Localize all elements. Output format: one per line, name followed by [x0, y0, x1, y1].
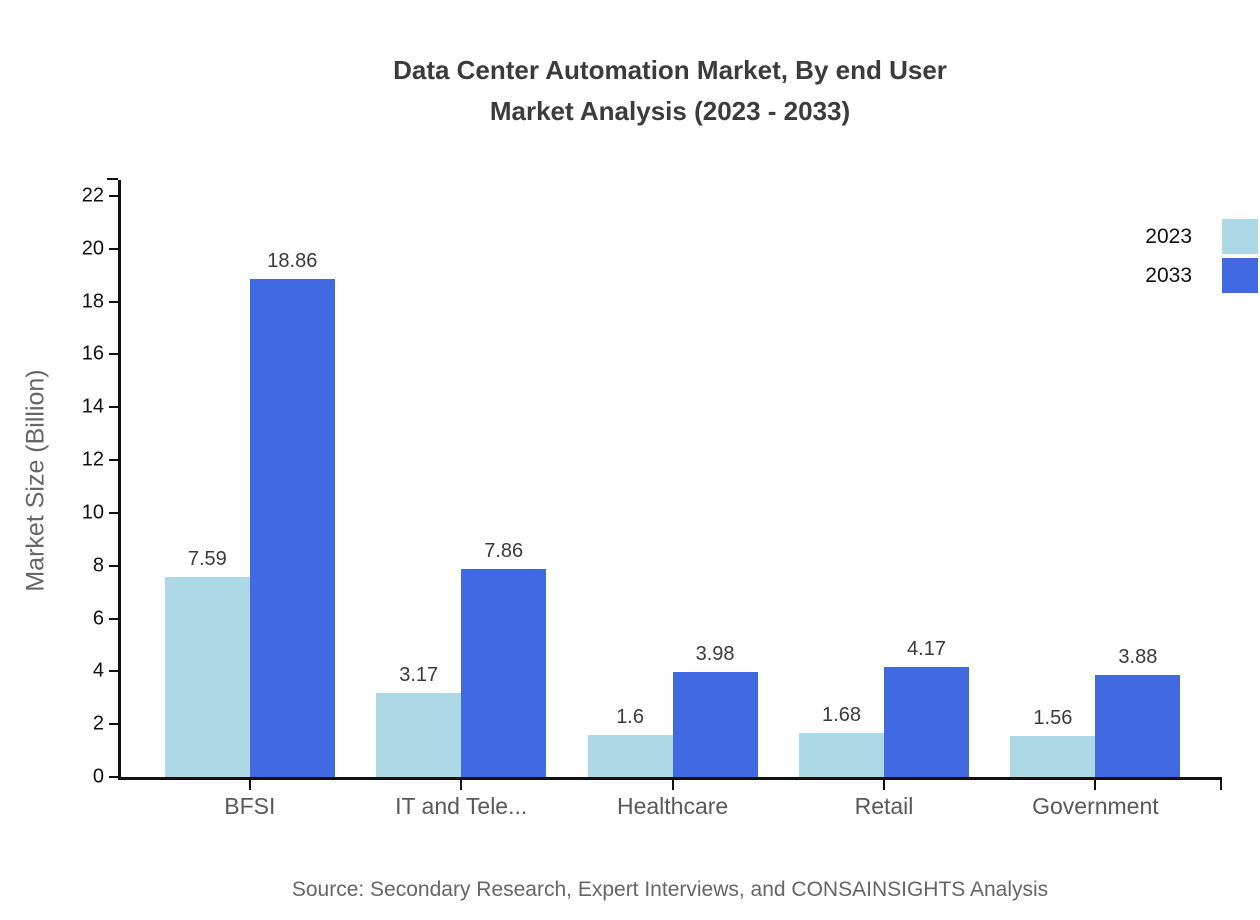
y-axis-tick [109, 194, 118, 197]
y-axis-tick-label: 4 [92, 659, 104, 682]
y-axis-tick-label: 12 [81, 448, 104, 471]
chart-title-line2: Market Analysis (2023 - 2033) [489, 96, 851, 126]
x-axis-category-label: Retail [854, 793, 914, 819]
bar-value-label: 1.6 [616, 705, 644, 728]
y-axis-tick [109, 353, 118, 356]
y-axis-tick [109, 776, 118, 778]
plot-area: 0 2 4 6 8 10 12 14 16 18 20 22 7.59 18.86 BFSI 3.17 7.86… [82, 178, 1222, 819]
legend-swatch [1222, 219, 1258, 254]
bar-group: 1.68 4.17 [798, 180, 969, 777]
y-axis-tick [109, 723, 118, 726]
y-axis-tick [109, 459, 118, 462]
legend-label: 2023 [1145, 224, 1192, 248]
y-axis-tick [109, 406, 118, 409]
source-text: Source: Secondary Research, Expert Inter… [291, 878, 1049, 901]
y-axis-tick [109, 670, 118, 673]
y-axis-tick-label: 6 [92, 607, 104, 630]
y-axis-tick-label: 14 [81, 395, 104, 418]
bar-2033: 4.17 [883, 638, 969, 777]
chart-title-line1: Data Center Automation Market, By end Us… [393, 55, 947, 85]
chart-title: Data Center Automation Market, By end Us… [118, 50, 1222, 132]
x-axis-category-label: Government [1032, 793, 1159, 819]
y-axis-tick [109, 300, 118, 303]
y-axis-tick [109, 247, 118, 250]
legend-item: 2033 [1145, 258, 1260, 293]
bar-value-label: 4.17 [907, 637, 946, 660]
bar-2033: 7.86 [461, 540, 547, 777]
legend: 2023 2033 [1145, 219, 1260, 297]
bar-value-label: 3.98 [695, 642, 735, 665]
bar-group: 3.17 7.86 [376, 180, 547, 777]
bar-2023: 1.6 [587, 706, 673, 777]
y-axis-tick-label: 18 [81, 290, 104, 313]
x-axis-tick [460, 780, 463, 790]
y-axis-tick-label: 8 [92, 554, 104, 577]
bar-2023: 1.68 [798, 704, 884, 777]
x-axis-category-label: BFSI [224, 793, 276, 819]
y-axis-title: Market Size (Billion) [18, 180, 54, 780]
bar-value-label: 1.56 [1033, 706, 1073, 729]
bar-2033: 3.88 [1095, 646, 1181, 777]
bar-value-label: 18.86 [267, 249, 318, 272]
bar-2033: 18.86 [249, 250, 335, 777]
x-axis-tick [882, 780, 885, 790]
y-axis-tick-label: 10 [81, 501, 104, 524]
y-axis-tick [109, 564, 118, 567]
bar-2023: 7.59 [164, 548, 250, 777]
x-axis-category-label: Healthcare [616, 793, 729, 819]
bar-value-label: 7.59 [187, 547, 227, 570]
bar-value-label: 1.68 [822, 703, 861, 726]
bar-2023: 3.17 [376, 664, 462, 777]
bar-group: 1.6 3.98 [587, 180, 758, 777]
legend-item: 2023 [1145, 219, 1260, 254]
x-axis-category-label: IT and Tele... [395, 793, 528, 819]
x-axis-tick [248, 780, 251, 790]
bar-value-label: 3.88 [1118, 645, 1158, 668]
y-axis-end-tick [107, 178, 118, 180]
y-axis-tick [109, 617, 118, 620]
y-axis-title-text: Market Size (Billion) [21, 368, 50, 592]
bar-2033: 3.98 [672, 643, 758, 777]
y-axis-tick-label: 16 [81, 342, 104, 365]
x-axis-tick [1094, 780, 1097, 790]
y-axis-tick-label: 22 [81, 184, 104, 207]
x-axis-end-tick [1220, 780, 1222, 790]
y-axis-tick-label: 20 [81, 237, 104, 260]
bar-value-label: 3.17 [399, 664, 439, 687]
bar-group: 7.59 18.86 [164, 180, 335, 777]
y-axis-tick-label: 2 [92, 712, 104, 735]
bar-value-label: 7.86 [484, 540, 524, 563]
legend-swatch [1222, 258, 1258, 293]
y-axis-tick-label: 0 [92, 765, 104, 788]
bar-group: 1.56 3.88 [1010, 180, 1181, 777]
y-axis-tick [109, 511, 118, 514]
legend-label: 2033 [1145, 263, 1192, 287]
bar-2023: 1.56 [1010, 707, 1096, 777]
x-axis-tick [671, 780, 674, 790]
